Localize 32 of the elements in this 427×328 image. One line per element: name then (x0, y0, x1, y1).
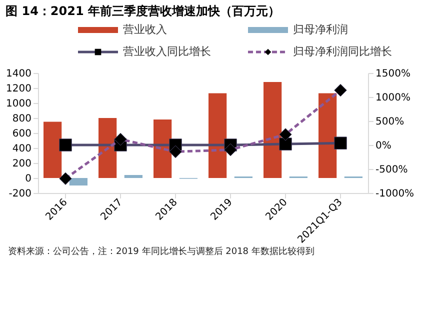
text: 资料来源：公司公告，注：2019 年同比增长与调整后 2018 年数据比较得到 (8, 246, 314, 257)
y2-tick-label: -500% (376, 164, 408, 176)
bar (124, 175, 142, 178)
point (59, 138, 72, 152)
bar (208, 93, 227, 178)
y-tick-label: 1000 (6, 98, 32, 110)
legend-label: 归母净利润 (293, 23, 348, 36)
y-tick-label: 1400 (6, 68, 32, 80)
y-tick-label: 0 (25, 174, 32, 184)
y-tick-label: 1200 (6, 84, 32, 94)
y2-tick-label: 500% (376, 116, 404, 128)
y2-tick-label: 1500% (376, 68, 410, 80)
bar (69, 178, 88, 186)
y-tick-label: 200 (12, 158, 32, 170)
bar (154, 120, 172, 178)
legend-label: 营业收入同比增长 (123, 45, 211, 58)
legend-label: 营业收入 (123, 23, 167, 36)
y-tick-label: 800 (12, 114, 32, 124)
point (334, 136, 347, 150)
y-tick-label: 600 (12, 128, 32, 140)
point (279, 138, 292, 150)
y2-tick-label: -1000% (376, 188, 414, 200)
bar (264, 82, 282, 178)
y-tick-label: -200 (8, 188, 32, 200)
y2-tick-label: 1000% (376, 92, 410, 104)
bar (318, 93, 337, 178)
y-tick-label: 400 (12, 144, 32, 154)
bar (98, 118, 117, 178)
legend-label: 归母净利润同比增长 (293, 45, 392, 58)
y2-tick-label: 0% (376, 140, 392, 152)
bar (44, 122, 62, 178)
chart-title: 图 14：2021 年前三季度营收增速加快（百万元） (6, 4, 280, 18)
